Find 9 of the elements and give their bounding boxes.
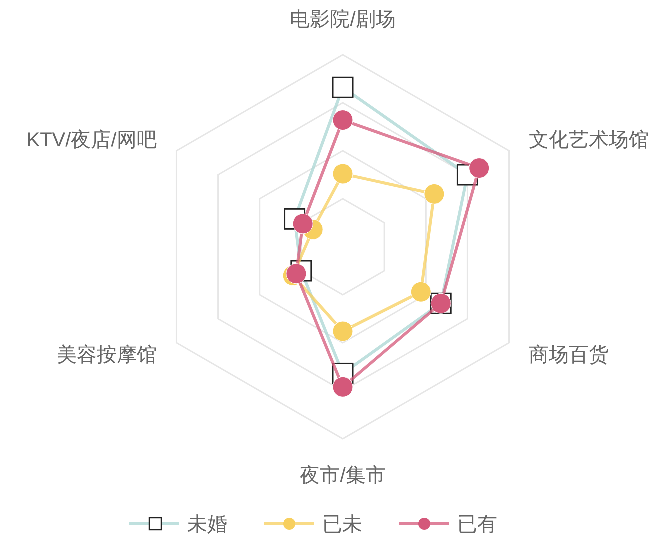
spoke-label: 文化艺术场馆 [529,129,650,152]
legend-label: 已未 [322,514,362,536]
spoke-label: 夜市/集市 [300,465,386,488]
spoke-label: 美容按摩馆 [56,344,157,367]
spoke-label: 电影院/剧场 [290,8,396,31]
legend-label: 未婚 [188,514,228,536]
spoke-label: 商场百货 [529,344,610,367]
legend-label: 已有 [458,514,498,536]
spoke-label: KTV/夜店/网吧 [26,129,157,152]
